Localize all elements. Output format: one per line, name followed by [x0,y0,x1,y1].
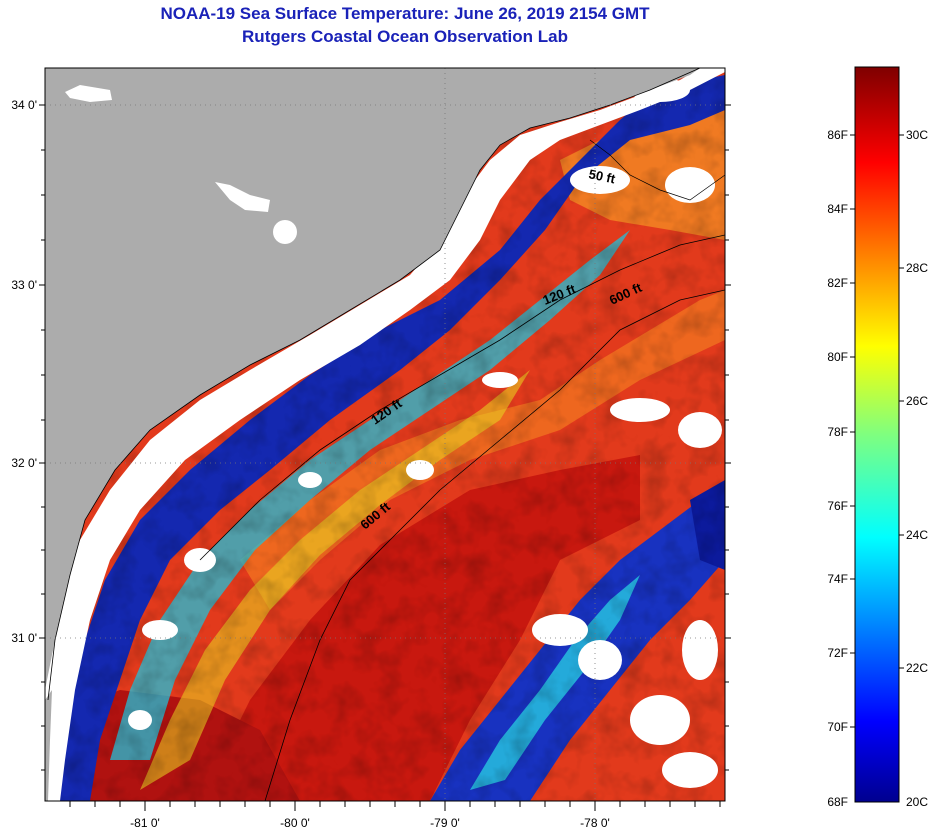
isobath-50ft [589,139,725,201]
colorbar-f-74: 74F [827,572,848,586]
contour-label-50ft: 50 ft [587,166,617,186]
colorbar-c-28: 28C [906,261,928,275]
colorbar-f-78: 78F [827,425,848,439]
colorbar-f-82: 82F [827,276,848,290]
lat-label-33: 33 0' [11,278,37,292]
isobath-600ft [264,289,725,801]
map-frame [44,67,726,802]
lon-label-79: -79 0' [430,816,460,830]
colorbar-f-80: 80F [827,350,848,364]
coastal-nearshore-band [45,68,725,801]
inland-lakes [65,85,297,244]
map-title: NOAA-19 Sea Surface Temperature: June 26… [160,4,650,23]
colorbar-c-24: 24C [906,528,928,542]
land-mass-south [45,690,52,801]
lon-label-81: -81 0' [130,816,160,830]
coastline [47,68,701,701]
lat-label-32: 32 0' [11,456,37,470]
colorbar-c-26: 26C [906,394,928,408]
colorbar-c-22: 22C [906,661,928,675]
colorbar-f-68: 68F [827,795,848,809]
lon-ticks [69,801,721,811]
colorbar-gradient [854,66,900,803]
land-mass [45,68,700,690]
colorbar-f-70: 70F [827,720,848,734]
sst-map: 50 ft 120 ft 600 ft 120 ft 600 ft -81 0'… [11,67,731,830]
right-ticks [725,104,731,771]
colorbar-f-86: 86F [827,128,848,142]
lon-label-78: -78 0' [580,816,610,830]
colorbar-ticks [850,134,904,728]
isobath-120ft [199,234,725,561]
colorbar: 86F 84F 82F 80F 78F 76F 74F 72F 70F 68F … [827,66,928,809]
lon-label-80: -80 0' [280,816,310,830]
colorbar-f-76: 76F [827,499,848,513]
colorbar-f-72: 72F [827,646,848,660]
lat-ticks [39,104,45,771]
graticule [45,68,725,801]
lat-label-31: 31 0' [11,631,37,645]
colorbar-c-30: 30C [906,128,928,142]
colorbar-f-84: 84F [827,202,848,216]
lat-label-34: 34 0' [11,98,37,112]
map-subtitle: Rutgers Coastal Ocean Observation Lab [242,27,568,46]
colorbar-c-20: 20C [906,795,928,809]
